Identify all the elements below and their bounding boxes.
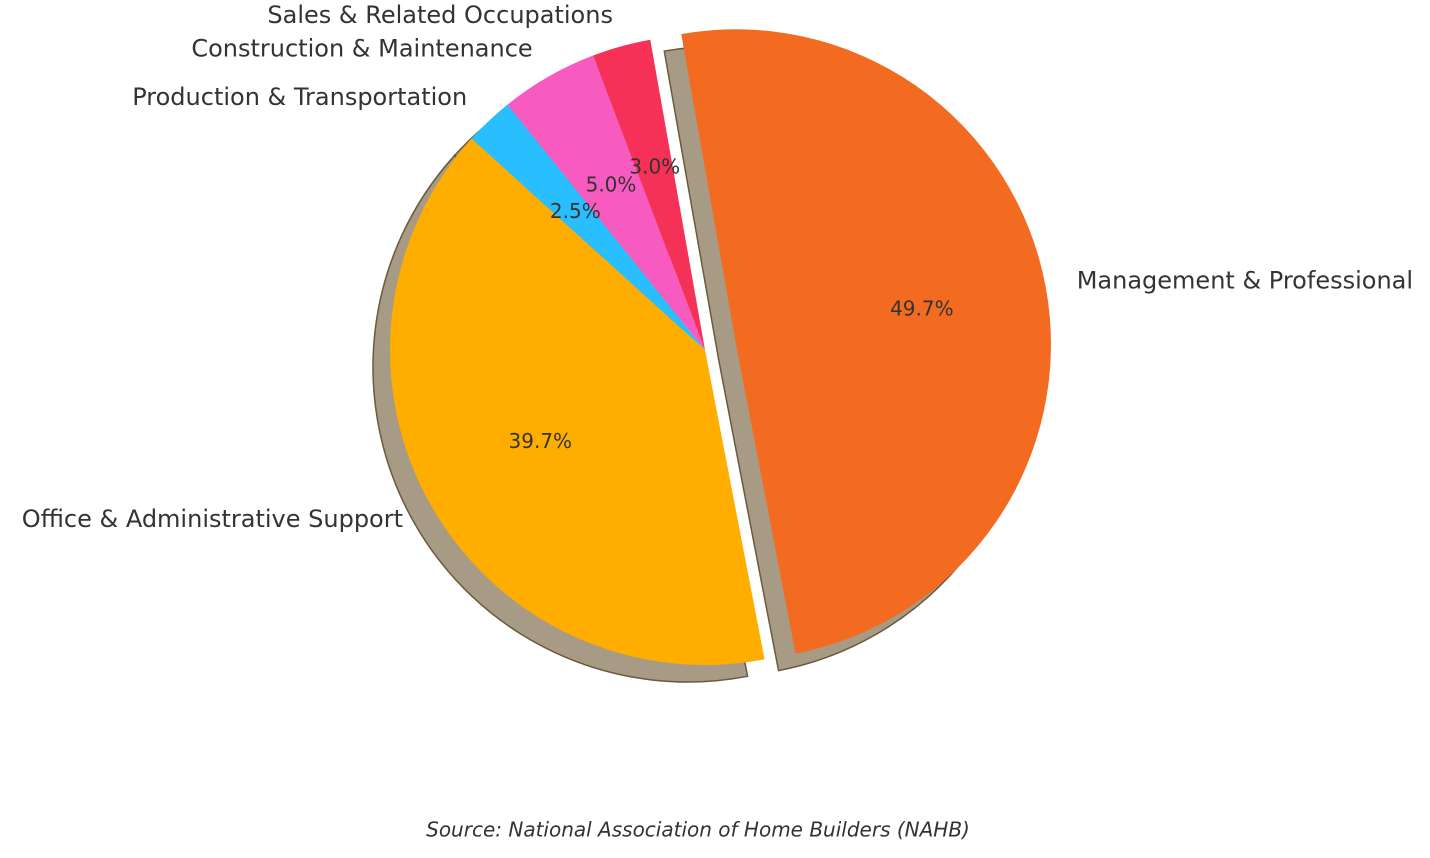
category-label: Management & Professional — [1077, 266, 1413, 294]
value-label: 39.7% — [509, 429, 573, 453]
category-label: Construction & Maintenance — [191, 34, 532, 62]
wedge — [471, 104, 705, 351]
value-label: 3.0% — [629, 154, 680, 178]
source-note: Source: National Association of Home Bui… — [426, 818, 970, 842]
value-label: 5.0% — [586, 173, 637, 197]
value-label: 49.7% — [890, 297, 954, 321]
category-label: Production & Transportation — [132, 83, 467, 111]
wedge — [593, 39, 705, 351]
wedge — [681, 29, 1051, 654]
wedge — [507, 55, 705, 350]
category-label: Sales & Related Occupations — [267, 1, 613, 29]
category-label: Office & Administrative Support — [22, 505, 403, 533]
wedge — [389, 138, 765, 666]
value-label: 2.5% — [550, 199, 601, 223]
wedge-layer — [389, 29, 1051, 666]
